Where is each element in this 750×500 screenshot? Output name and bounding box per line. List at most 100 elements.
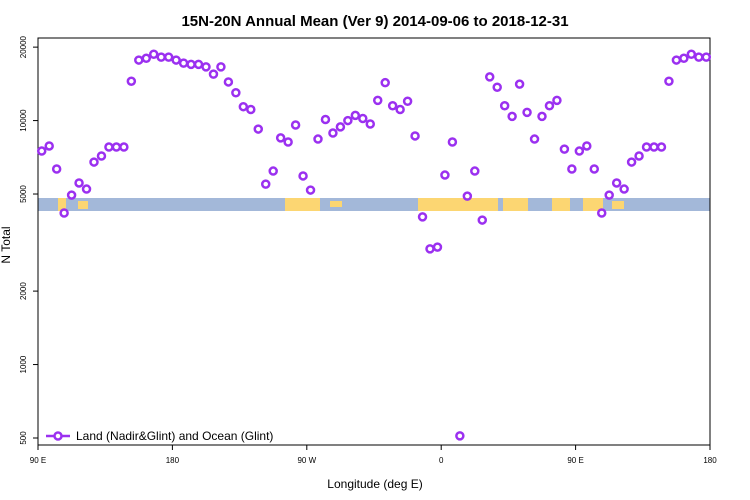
- point: [462, 191, 473, 201]
- point: [671, 55, 682, 65]
- point: [126, 76, 137, 86]
- point: [178, 58, 189, 68]
- point: [537, 111, 547, 122]
- point: [425, 244, 435, 254]
- point: [358, 113, 368, 124]
- point: [335, 122, 346, 132]
- point: [664, 76, 674, 86]
- y-tick-label: 5000: [19, 185, 28, 203]
- point: [134, 55, 144, 65]
- point: [656, 142, 667, 152]
- point: [201, 62, 211, 72]
- point: [582, 141, 592, 151]
- map-strip: [38, 198, 710, 211]
- point: [163, 52, 174, 62]
- point: [574, 146, 585, 156]
- point: [395, 104, 405, 115]
- point: [59, 208, 69, 218]
- y-tick-label: 20000: [19, 35, 28, 58]
- point: [596, 208, 607, 218]
- point: [290, 120, 301, 130]
- point: [470, 166, 480, 176]
- x-tick-label: 0: [439, 456, 444, 465]
- point: [119, 142, 129, 152]
- legend-label: Land (Nadir&Glint) and Ocean (Glint): [76, 429, 273, 443]
- point: [634, 151, 644, 161]
- chart-title: 15N-20N Annual Mean (Ver 9) 2014-09-06 t…: [181, 13, 568, 30]
- y-tick-label: 10000: [19, 109, 28, 132]
- point: [544, 101, 555, 111]
- point: [223, 77, 234, 87]
- point: [89, 157, 99, 167]
- point: [440, 170, 450, 180]
- point: [410, 131, 420, 141]
- x-axis-label: Longitude (deg E): [327, 477, 422, 491]
- point: [477, 215, 488, 225]
- x-tick-label: 90 W: [297, 456, 316, 465]
- point: [313, 134, 323, 144]
- point: [649, 142, 659, 152]
- point: [567, 164, 577, 174]
- point: [522, 107, 532, 118]
- y-tick-label: 1000: [19, 355, 28, 373]
- point: [186, 59, 196, 70]
- point: [507, 111, 517, 122]
- point: [253, 124, 264, 134]
- point: [96, 151, 107, 161]
- legend-marker: [53, 431, 63, 441]
- x-tick-label: 180: [166, 456, 180, 465]
- point: [275, 133, 286, 143]
- point: [492, 82, 502, 92]
- point: [36, 146, 47, 156]
- point: [343, 115, 353, 126]
- point: [402, 96, 413, 107]
- point: [641, 142, 652, 152]
- point: [320, 114, 331, 125]
- point: [238, 101, 249, 112]
- point: [701, 52, 712, 62]
- point: [365, 119, 376, 129]
- point: [559, 144, 570, 154]
- point: [447, 137, 458, 147]
- point: [604, 190, 614, 200]
- point: [529, 134, 540, 144]
- plot-frame: [37, 37, 711, 446]
- point: [216, 62, 226, 72]
- point: [611, 178, 622, 188]
- point: [298, 171, 308, 181]
- point: [350, 110, 361, 121]
- point: [81, 184, 92, 194]
- point: [208, 69, 219, 79]
- point: [387, 101, 398, 111]
- y-axis-label: N Total: [0, 226, 13, 263]
- point: [619, 184, 629, 194]
- point: [231, 88, 241, 98]
- point: [66, 190, 77, 200]
- point: [111, 142, 122, 152]
- point: [141, 53, 152, 64]
- point: [417, 212, 428, 222]
- point: [380, 77, 390, 88]
- y-tick-label: 500: [19, 431, 28, 445]
- point: [552, 95, 562, 106]
- point: [432, 242, 443, 252]
- point: [694, 52, 704, 62]
- point: [484, 72, 495, 82]
- point: [514, 79, 525, 89]
- point: [171, 55, 181, 65]
- point: [74, 178, 84, 188]
- point: [679, 53, 689, 64]
- point: [499, 101, 510, 111]
- point: [148, 49, 159, 60]
- point: [626, 157, 637, 167]
- x-tick-label: 90 E: [567, 456, 583, 465]
- point: [246, 104, 256, 115]
- y-tick-label: 2000: [19, 282, 28, 300]
- point: [455, 431, 465, 441]
- point: [44, 141, 54, 151]
- point: [104, 142, 114, 152]
- point: [268, 166, 278, 176]
- x-tick-label: 180: [703, 456, 717, 465]
- point: [589, 164, 600, 174]
